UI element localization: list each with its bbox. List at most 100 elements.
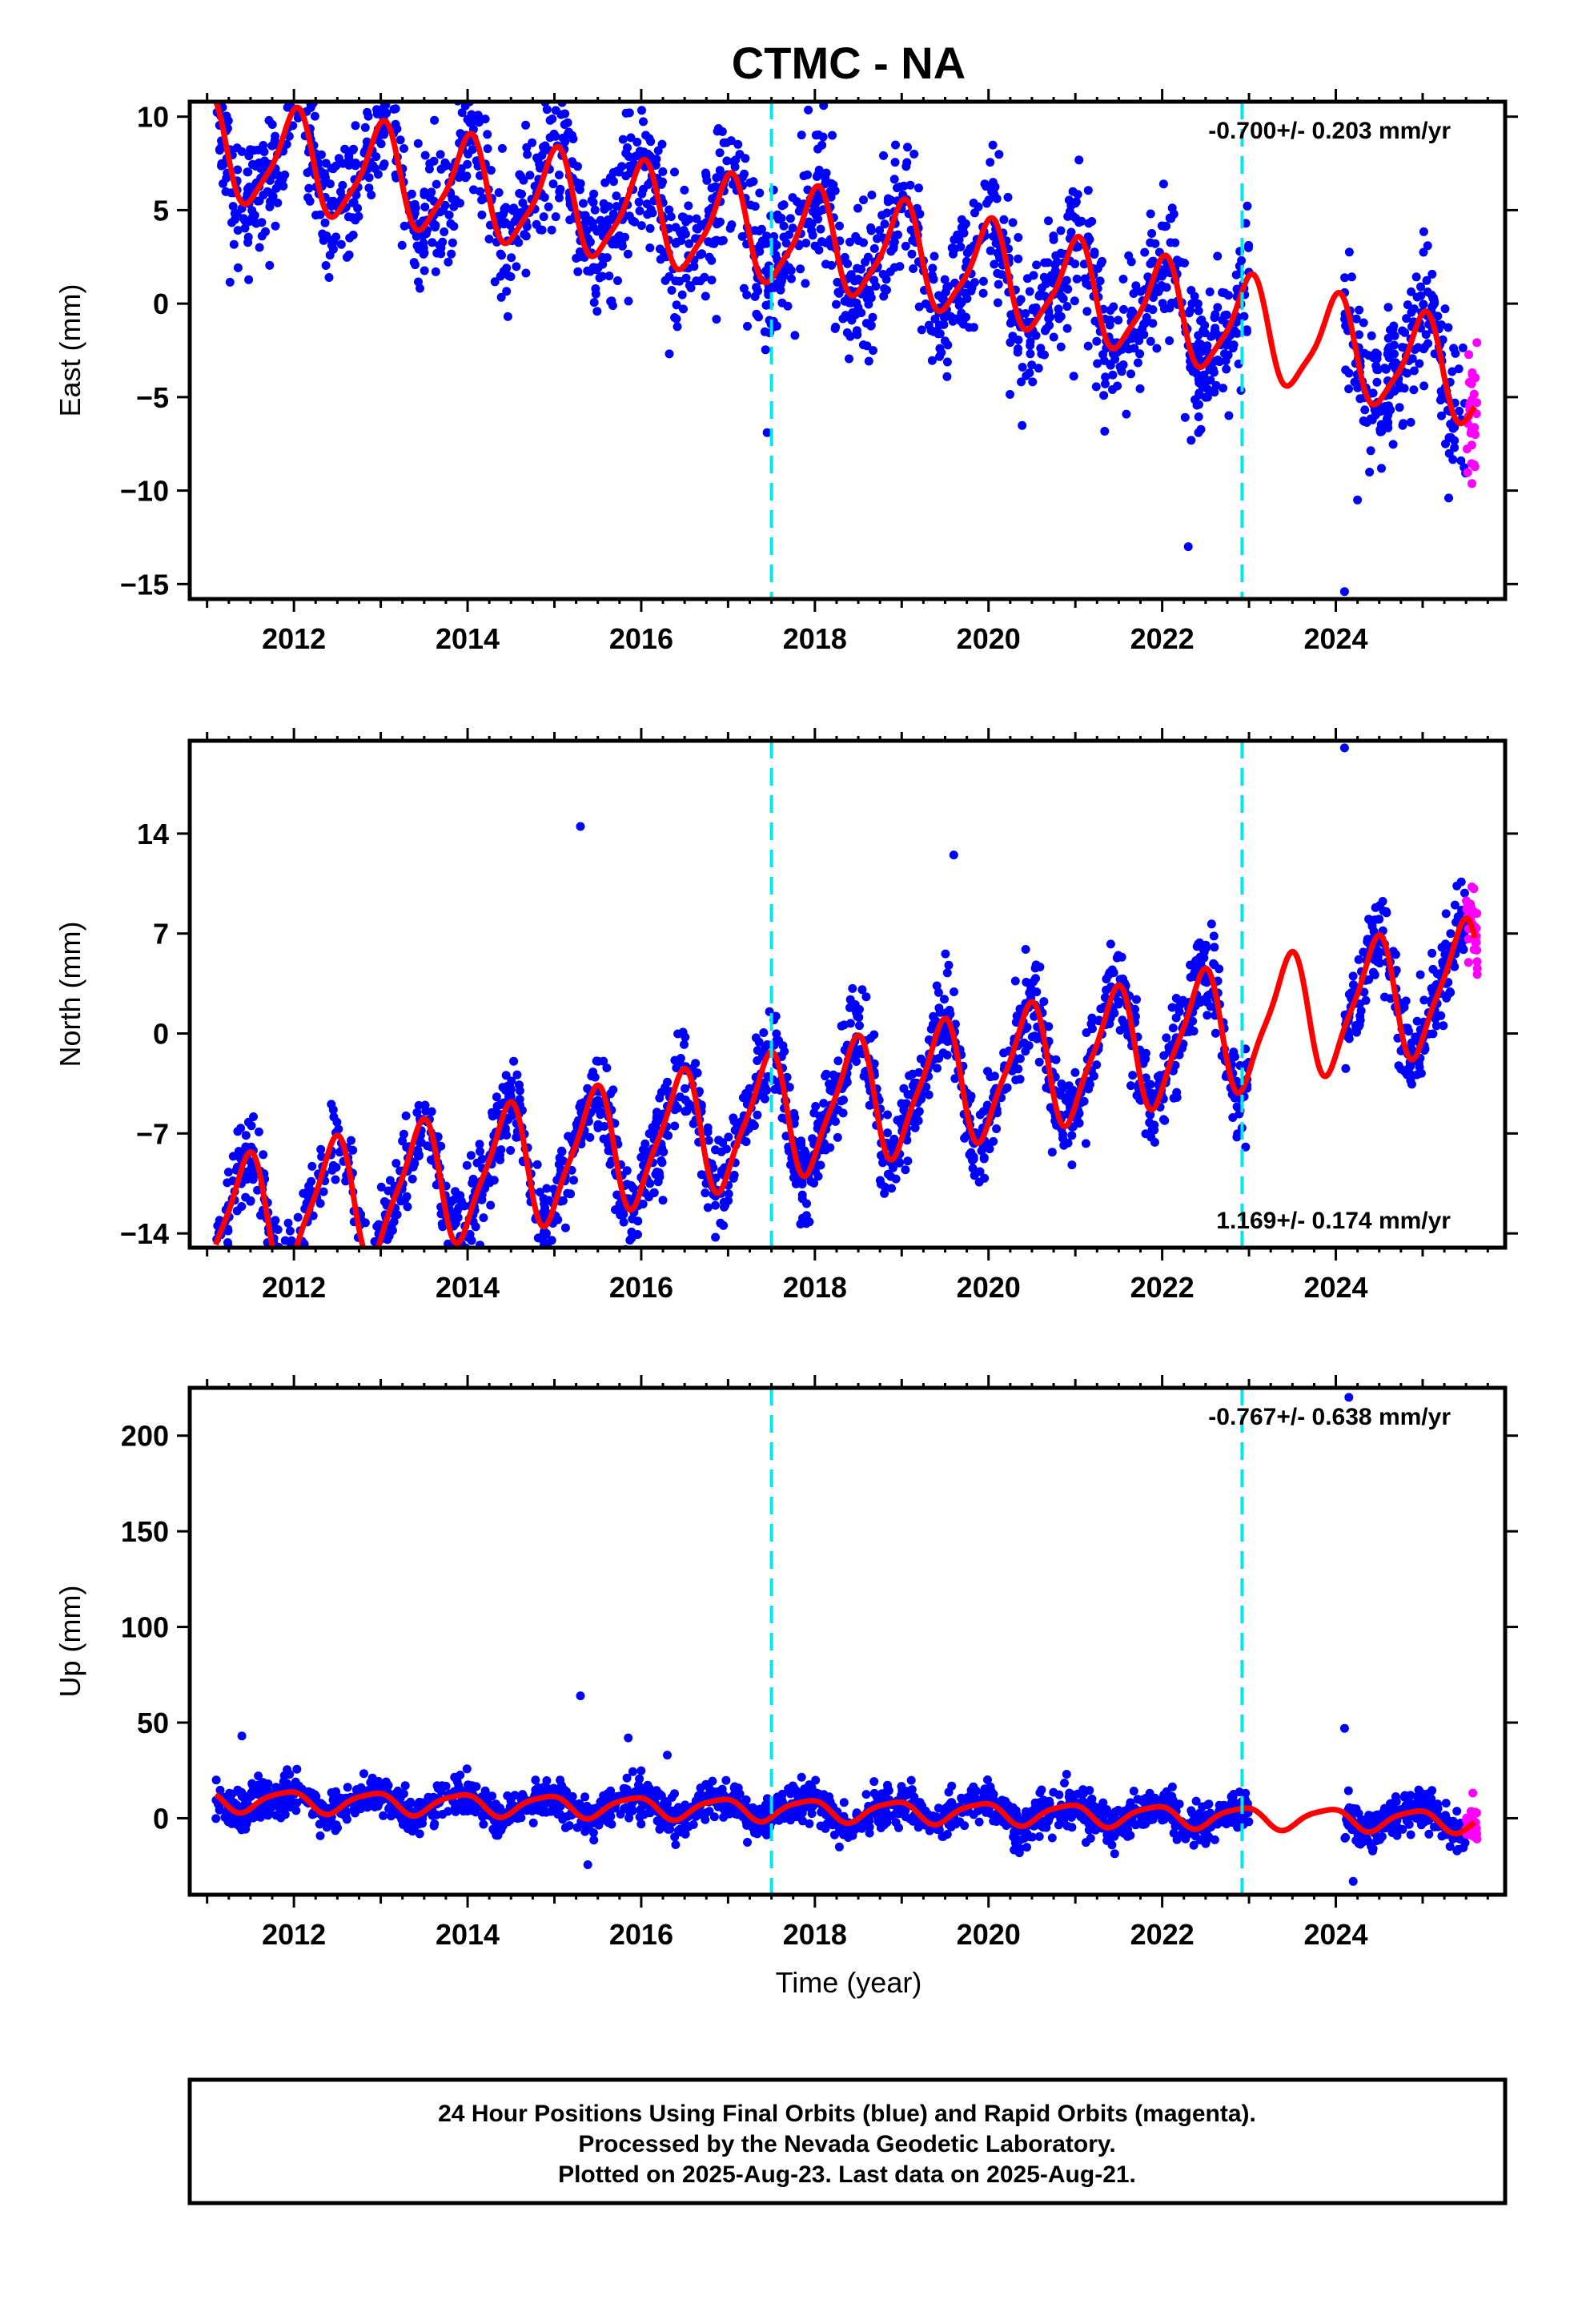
- data-point: [551, 212, 560, 222]
- data-point: [619, 1209, 628, 1219]
- data-point: [296, 1253, 305, 1262]
- data-point: [813, 1172, 823, 1181]
- data-point: [1018, 363, 1027, 372]
- data-point: [403, 1202, 412, 1212]
- data-point: [345, 233, 355, 243]
- data-point: [370, 1275, 379, 1284]
- data-point: [1454, 364, 1464, 374]
- data-point: [372, 1222, 382, 1231]
- data-point: [247, 206, 257, 215]
- data-point: [731, 155, 741, 165]
- data-point: [883, 1128, 892, 1138]
- data-point: [319, 1187, 328, 1196]
- data-point: [484, 235, 494, 243]
- data-point: [299, 88, 308, 97]
- data-point: [544, 202, 553, 211]
- data-point: [1416, 291, 1426, 300]
- data-point: [1122, 409, 1131, 419]
- data-point: [909, 264, 918, 273]
- data-point: [1361, 995, 1371, 1005]
- data-point: [733, 139, 743, 149]
- data-point: [436, 150, 445, 159]
- rapid-point: [1464, 958, 1473, 967]
- data-point: [685, 239, 694, 248]
- data-point: [890, 158, 900, 167]
- data-point: [1063, 284, 1073, 294]
- north-panel: 2012 2014 2016 2018 2020 2022 2024−14−70714Nor…: [54, 728, 1518, 1304]
- data-point: [777, 269, 787, 279]
- data-point: [1067, 1131, 1077, 1140]
- data-point: [670, 1105, 680, 1115]
- data-point: [713, 219, 723, 228]
- data-point: [994, 279, 1003, 289]
- data-point: [834, 1842, 844, 1852]
- data-point: [551, 106, 560, 115]
- data-point: [1162, 221, 1171, 231]
- data-point: [542, 1256, 551, 1265]
- data-point: [859, 238, 868, 247]
- data-point: [367, 1262, 376, 1271]
- data-point: [986, 158, 995, 167]
- data-point: [419, 231, 428, 239]
- data-point: [935, 344, 945, 353]
- data-point: [507, 253, 516, 263]
- rapid-point: [1472, 398, 1482, 408]
- data-point: [1062, 302, 1072, 312]
- data-point: [1150, 1137, 1159, 1147]
- data-point: [604, 271, 614, 281]
- data-point: [457, 108, 467, 118]
- data-point: [392, 124, 402, 134]
- data-point: [1389, 340, 1399, 350]
- data-point: [1101, 379, 1110, 388]
- data-point: [743, 321, 752, 331]
- data-point: [494, 188, 504, 197]
- data-point: [592, 307, 602, 316]
- data-point: [754, 312, 763, 322]
- data-point: [1423, 241, 1432, 251]
- data-point: [999, 215, 1009, 224]
- data-point: [656, 255, 665, 264]
- data-point: [705, 252, 714, 262]
- data-point: [1135, 384, 1145, 393]
- data-point: [315, 1831, 325, 1840]
- data-point: [759, 1028, 769, 1037]
- data-point: [472, 1158, 482, 1168]
- data-point: [1196, 340, 1205, 349]
- data-point: [1150, 1125, 1159, 1135]
- data-point: [582, 226, 592, 235]
- data-point: [425, 193, 435, 203]
- data-point: [994, 150, 1004, 159]
- x-tick-label: 2014: [436, 1271, 500, 1304]
- data-point: [1090, 250, 1099, 259]
- data-point: [1006, 317, 1016, 327]
- data-point: [1210, 313, 1219, 323]
- data-point: [560, 1223, 570, 1232]
- plot-area: [212, 68, 1482, 599]
- data-point: [1400, 328, 1410, 337]
- data-point: [928, 1811, 938, 1820]
- y-tick-label: 10: [137, 101, 169, 134]
- data-point: [287, 89, 296, 98]
- outlier-point: [1353, 495, 1363, 505]
- data-point: [833, 1056, 843, 1066]
- data-point: [801, 239, 811, 247]
- data-point: [283, 68, 292, 77]
- data-point: [396, 135, 405, 145]
- data-point: [336, 239, 346, 249]
- data-point: [990, 1072, 999, 1081]
- data-point: [1406, 417, 1415, 427]
- data-point: [368, 82, 377, 91]
- data-point: [968, 1164, 978, 1173]
- data-point: [724, 1132, 733, 1142]
- data-point: [1064, 1091, 1074, 1100]
- data-point: [861, 257, 870, 267]
- data-point: [975, 1110, 985, 1120]
- data-point: [862, 341, 872, 351]
- data-point: [1167, 1003, 1177, 1012]
- data-point: [1029, 977, 1038, 987]
- data-point: [1147, 1088, 1157, 1098]
- data-point: [882, 285, 891, 295]
- data-point: [376, 1182, 386, 1192]
- data-point: [804, 105, 813, 115]
- data-point: [1395, 403, 1404, 412]
